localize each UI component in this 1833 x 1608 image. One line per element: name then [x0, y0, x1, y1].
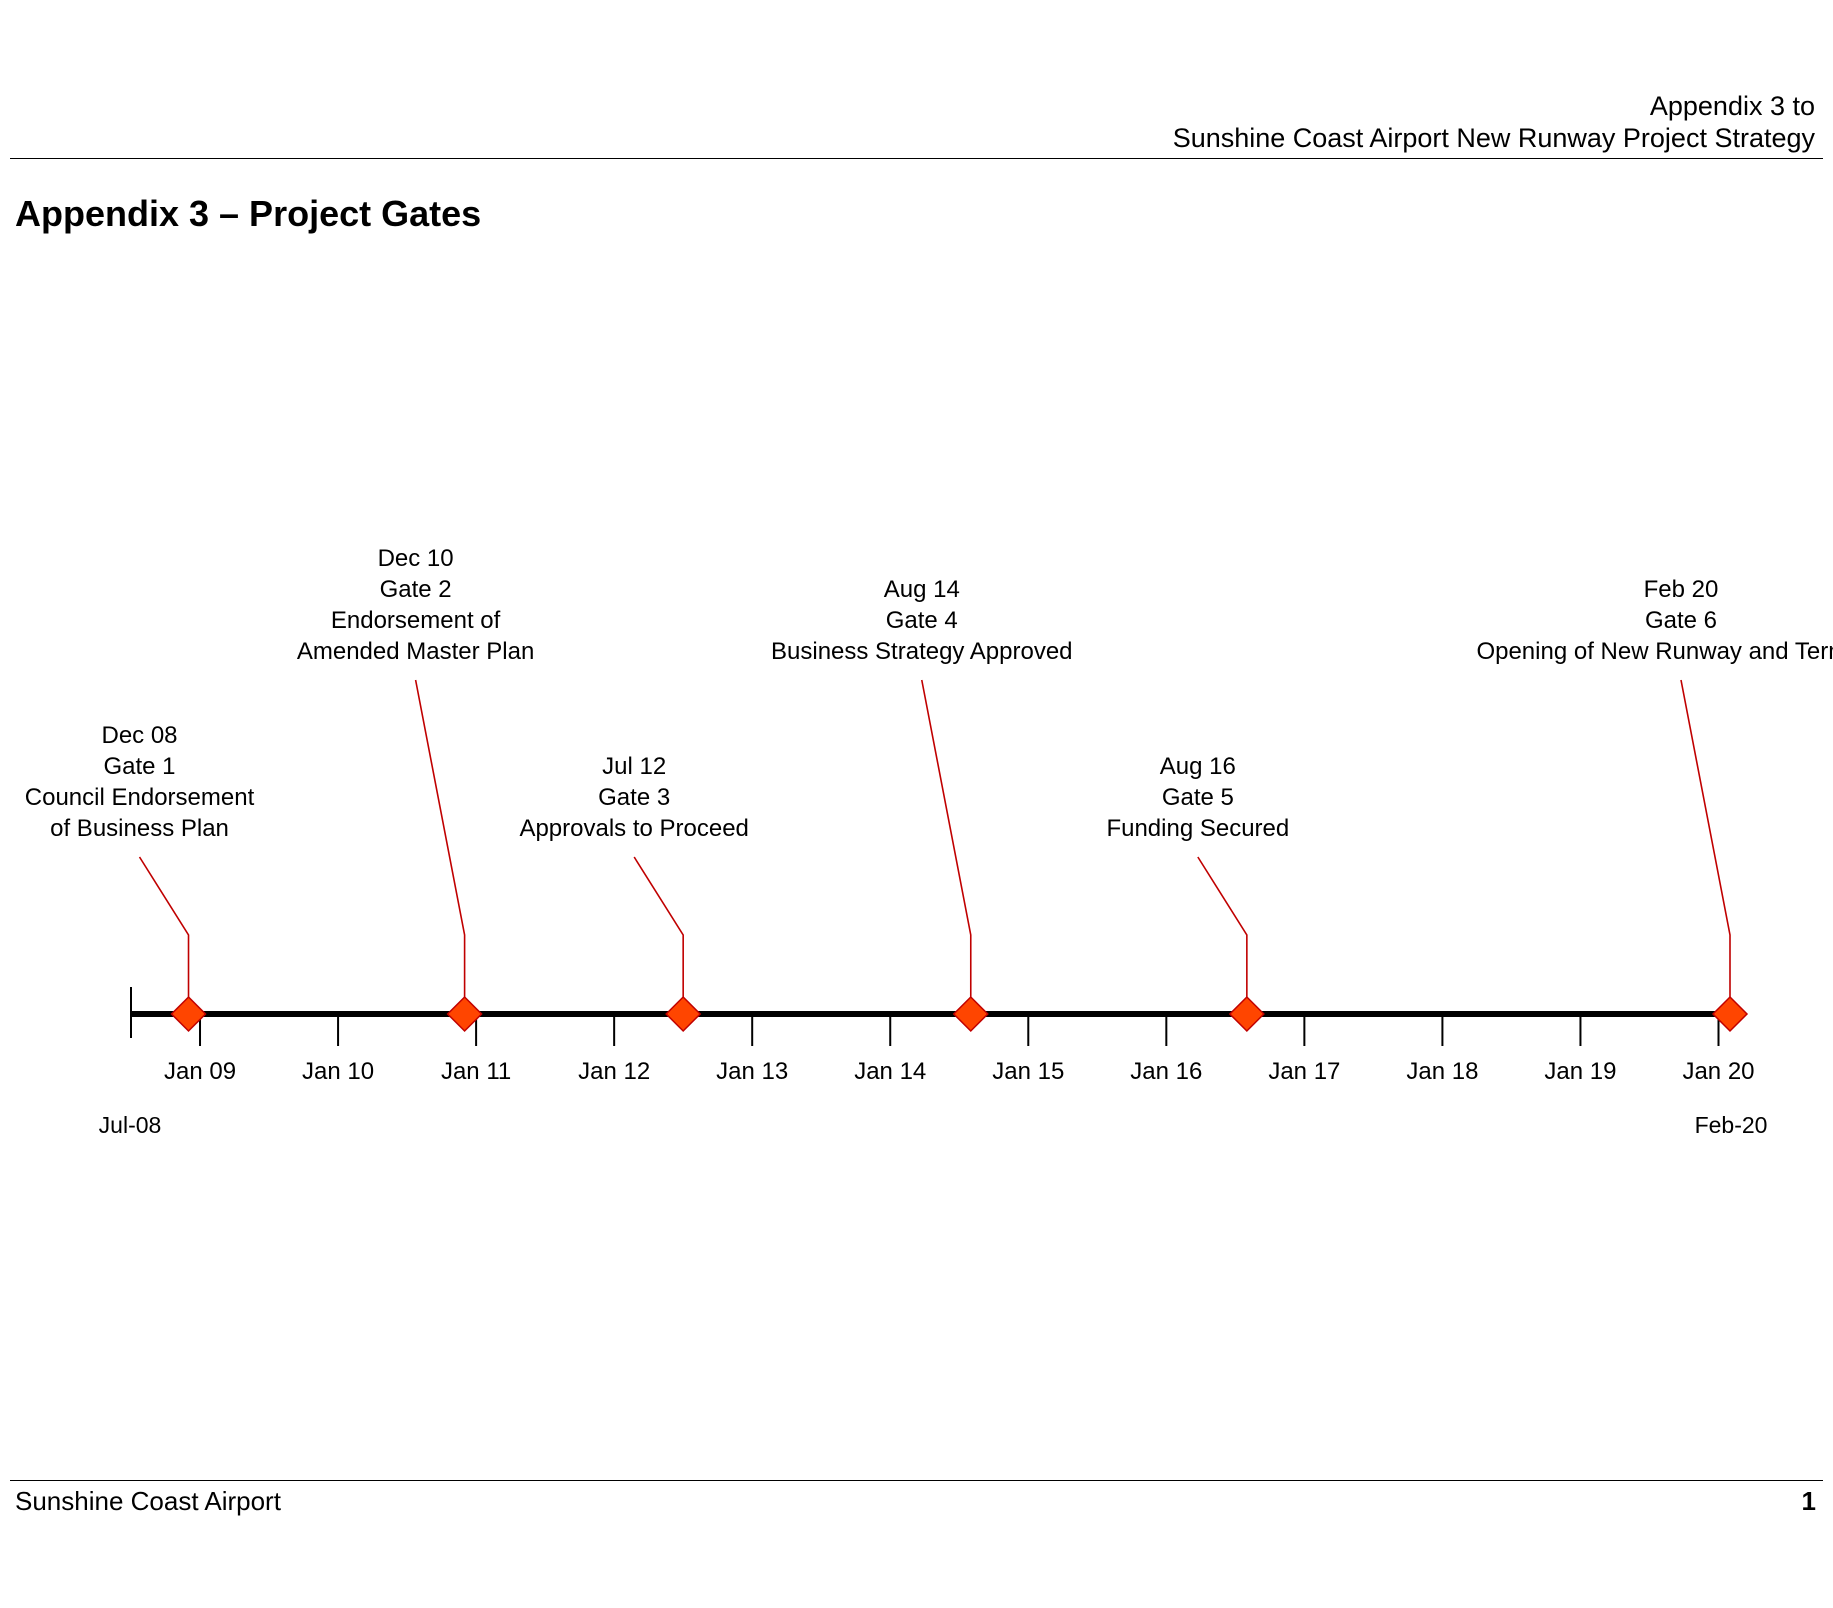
axis-tick-label: Jan 17 [1268, 1058, 1340, 1085]
axis-tick-label: Jan 20 [1682, 1058, 1754, 1085]
timeline-end-label: Feb-20 [1695, 1112, 1768, 1138]
leader-lines [138, 679, 1731, 1014]
gate-leader-line [138, 856, 190, 1014]
gate-number-label: Gate 5 [1162, 784, 1234, 811]
timeline-axis: Jan 09 Jan 10 Jan 11 Jan 12 Jan 13 Jan 14 Jan … [99, 987, 1768, 1138]
gate-markers [170, 995, 1749, 1033]
gate-date-label: Dec 10 [378, 545, 454, 572]
gate-date-label: Aug 14 [884, 576, 960, 603]
gate-leader-line [1680, 679, 1731, 1014]
axis-tick-label: Jan 13 [716, 1058, 788, 1085]
gate-number-label: Gate 6 [1645, 607, 1717, 634]
axis-tick-label: Jan 14 [854, 1058, 926, 1085]
axis-tick-label: Jan 09 [164, 1058, 236, 1085]
header-line-2: Sunshine Coast Airport New Runway Projec… [1172, 123, 1815, 153]
gate-date-label: Aug 16 [1160, 753, 1236, 780]
axis-tick-label: Jan 15 [992, 1058, 1064, 1085]
gate-number-label: Gate 1 [103, 753, 175, 780]
gate-leader-line [920, 679, 972, 1014]
gate-description-label: Council Endorsement [25, 784, 255, 811]
axis-tick-label: Jan 19 [1544, 1058, 1616, 1085]
gate-description-label: Approvals to Proceed [519, 815, 748, 842]
header-rule [10, 158, 1823, 159]
axis-tick-label: Jan 18 [1406, 1058, 1478, 1085]
axis-tick-label: Jan 10 [302, 1058, 374, 1085]
gate-diamond-marker [170, 995, 207, 1033]
gate-number-label: Gate 2 [380, 576, 452, 603]
axis-tick-label: Jan 16 [1130, 1058, 1202, 1085]
gate-number-label: Gate 3 [598, 784, 670, 811]
timeline-start-label: Jul-08 [99, 1112, 162, 1138]
gate-diamond-marker [1711, 995, 1749, 1033]
gate-diamond-marker [952, 995, 989, 1033]
gate-number-label: Gate 4 [886, 607, 958, 634]
gate-leader-line [633, 856, 684, 1014]
gate-date-label: Dec 08 [101, 722, 177, 749]
document-header: Appendix 3 to Sunshine Coast Airport New… [1173, 90, 1815, 154]
gate-leader-line [1197, 856, 1248, 1014]
gate-description-label: Amended Master Plan [297, 638, 534, 665]
header-line-1: Appendix 3 to [1649, 91, 1815, 121]
gate-description-label: of Business Plan [50, 815, 229, 842]
gate-labels: Dec 08 Gate 1 Council Endorsement of Busine… [25, 545, 1833, 842]
gate-description-label: Endorsement of [331, 607, 501, 634]
axis-tick-label: Jan 11 [441, 1058, 511, 1085]
gate-description-label: Opening of New Runway and Terminal [1476, 638, 1833, 665]
page-title: Appendix 3 – Project Gates [15, 193, 482, 234]
gate-date-label: Jul 12 [602, 753, 666, 780]
gate-date-label: Feb 20 [1644, 576, 1719, 603]
page-number: 1 [1801, 1486, 1816, 1516]
axis-tick-label: Jan 12 [578, 1058, 650, 1085]
gate-description-label: Business Strategy Approved [771, 638, 1073, 665]
footer-rule [10, 1480, 1823, 1481]
footer-organisation: Sunshine Coast Airport [15, 1486, 281, 1516]
gate-description-label: Funding Secured [1106, 815, 1289, 842]
gate-diamond-marker [1228, 995, 1265, 1033]
gate-leader-line [414, 679, 466, 1014]
gate-diamond-marker [665, 995, 702, 1033]
gate-diamond-marker [446, 995, 483, 1033]
